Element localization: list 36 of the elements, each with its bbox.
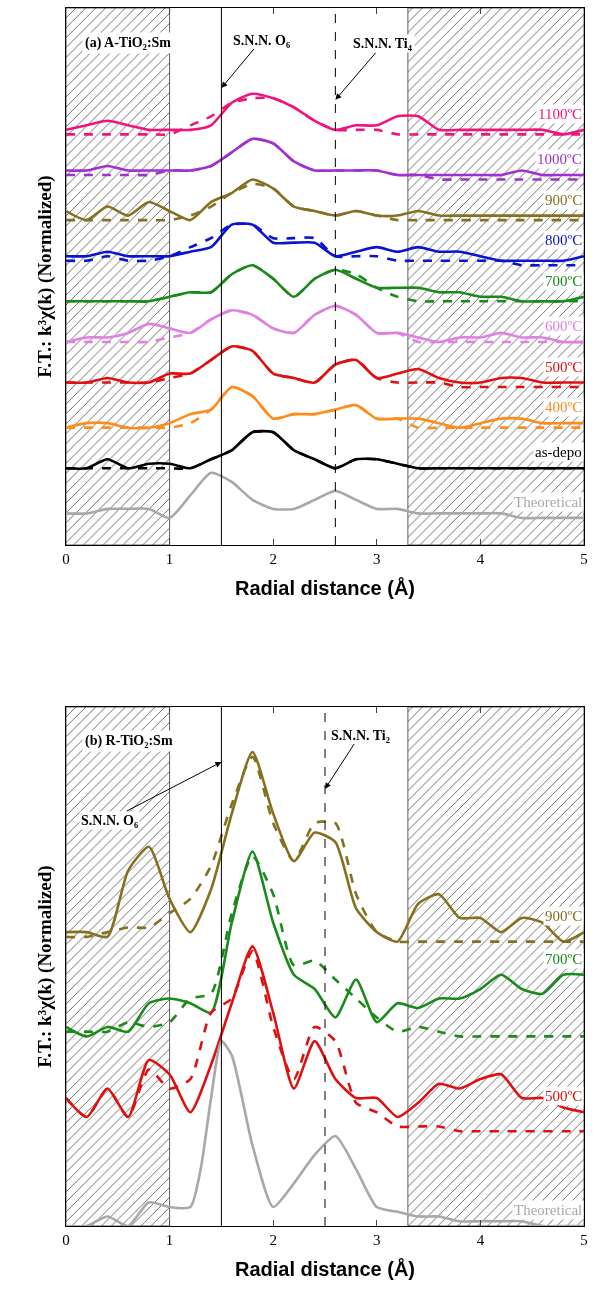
- ref-line-label: S.N.N. O₆: [81, 813, 139, 828]
- x-tick-label: 2: [269, 1232, 277, 1248]
- ref-line-label: S.N.N. Ti₄: [353, 36, 413, 51]
- ref-line-label: S.N.N. O₆: [233, 33, 291, 48]
- x-tick-label: 3: [373, 551, 381, 567]
- series-label: Theoretical: [514, 494, 583, 510]
- series-label: 700ºC: [545, 273, 583, 289]
- series-label: 900ºC: [545, 192, 583, 208]
- series-label: as-depo: [535, 444, 582, 460]
- x-tick-label: 1: [165, 551, 174, 567]
- x-tick-label: 0: [62, 551, 70, 567]
- y-axis-title: F.T.: k³χ(k) (Normalized): [33, 175, 56, 378]
- x-axis-title: Radial distance (Å): [234, 575, 416, 599]
- y-axis-title: F.T.: k³χ(k) (Normalized): [33, 865, 56, 1068]
- ref-line-label: S.N.N. Ti₂: [331, 728, 390, 743]
- series-label: 400ºC: [545, 399, 583, 415]
- series-label: 900ºC: [545, 908, 583, 924]
- x-tick-label: 4: [476, 551, 485, 567]
- series-label: 500ºC: [545, 359, 583, 375]
- x-tick-label: 1: [165, 1232, 174, 1248]
- x-tick-label: 2: [269, 551, 277, 567]
- series-label: 1000ºC: [537, 151, 582, 167]
- chart-title: (b) R-TiO₂:Sm: [85, 733, 173, 749]
- series-label: 600ºC: [545, 318, 583, 334]
- series-label: Theoretical: [514, 1202, 583, 1218]
- x-tick-label: 4: [476, 1232, 485, 1248]
- series-label: 500ºC: [545, 1088, 583, 1104]
- chart-title: (a) A-TiO₂:Sm: [85, 35, 172, 51]
- x-axis-title: Radial distance (Å): [234, 1256, 416, 1280]
- x-tick-label: 3: [373, 1232, 381, 1248]
- x-tick-label: 0: [62, 1232, 70, 1248]
- series-label: 700ºC: [545, 951, 583, 967]
- x-tick-label: 5: [580, 1232, 588, 1248]
- series-label: 800ºC: [545, 232, 583, 248]
- series-label: 1100ºC: [538, 106, 583, 122]
- x-tick-label: 5: [580, 551, 588, 567]
